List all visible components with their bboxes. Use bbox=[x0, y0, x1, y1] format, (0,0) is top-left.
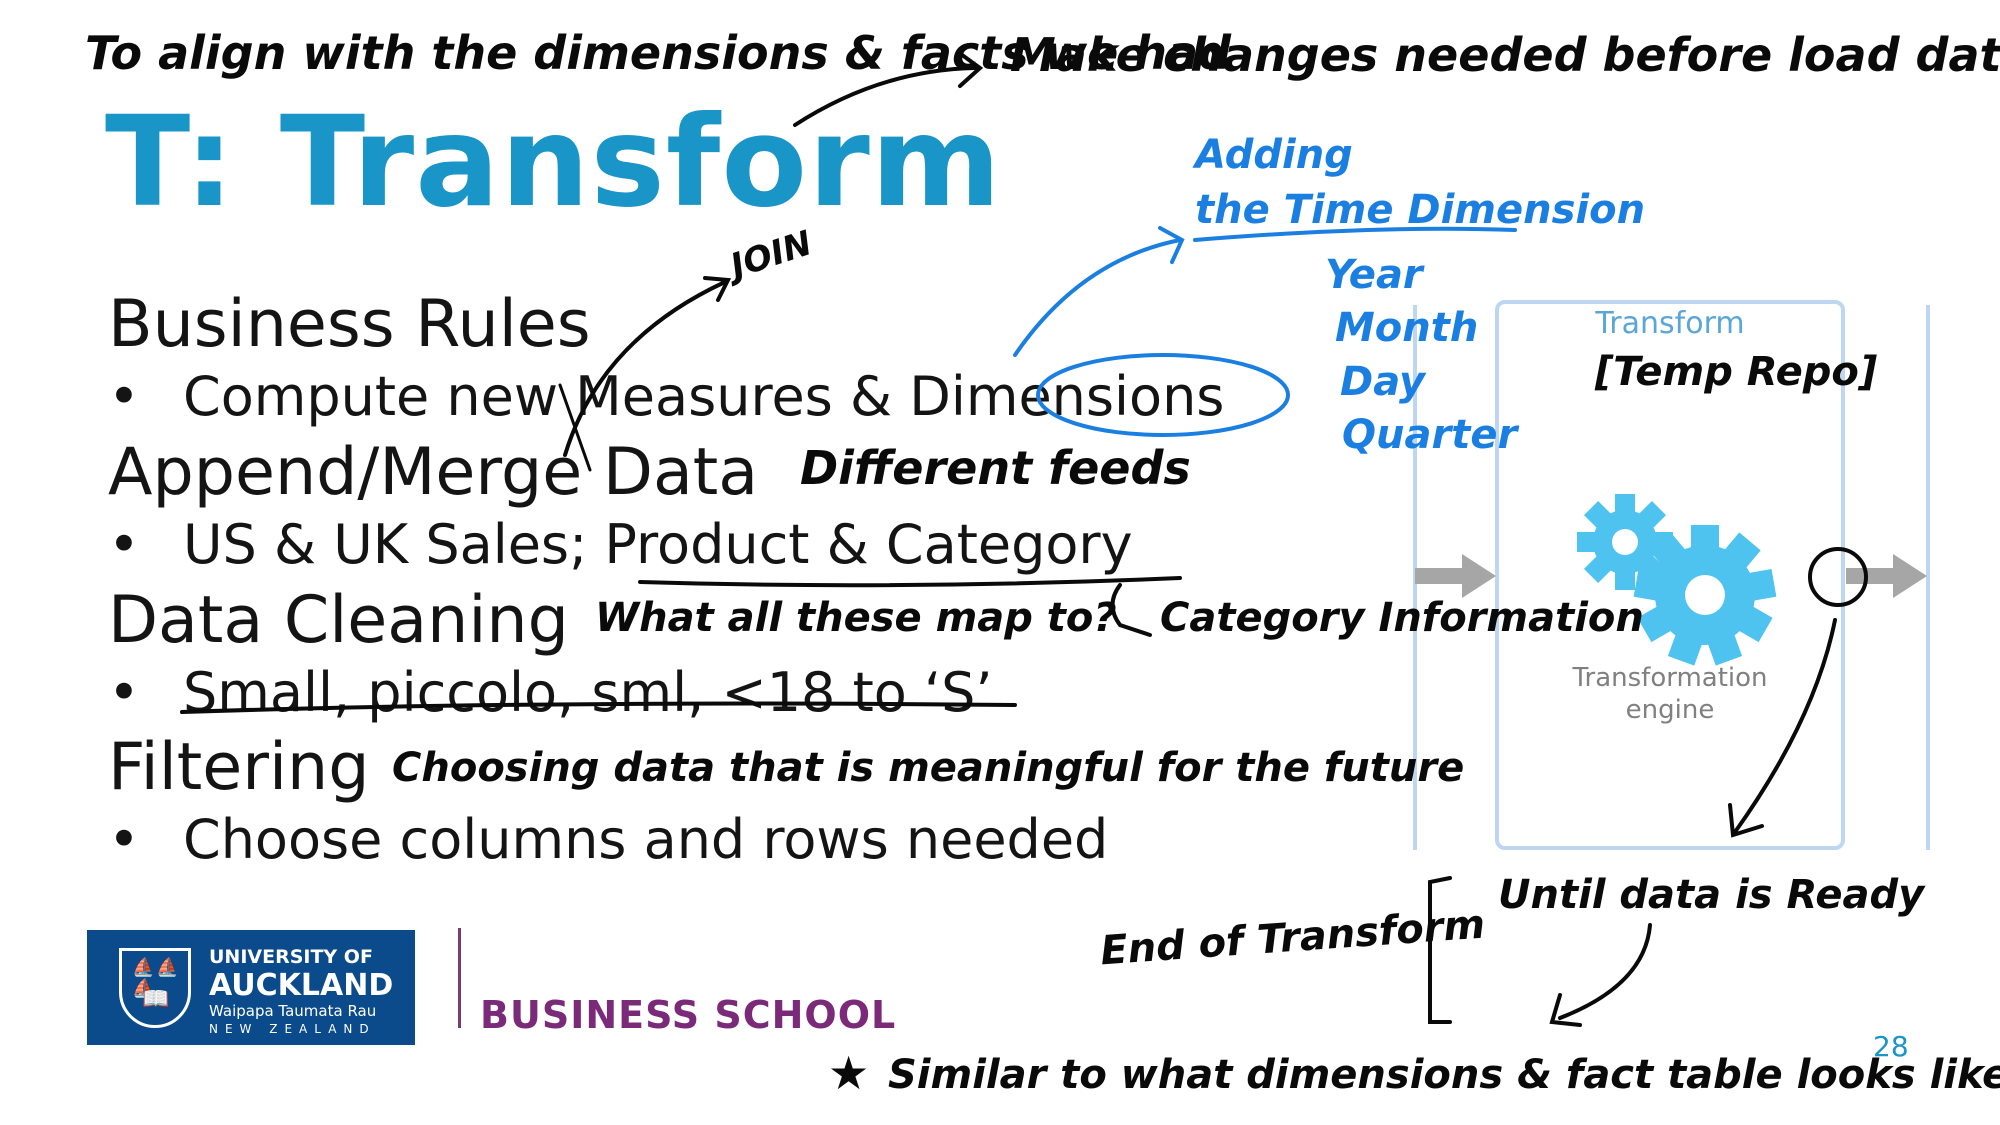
annotation-time-day: Day bbox=[1340, 359, 1426, 405]
engine-label-line1: Transformation bbox=[1572, 663, 1768, 693]
bullet-append-merge: • US & UK Sales; Product & Category bbox=[108, 518, 1308, 578]
bullet-filtering: • Choose columns and rows needed bbox=[108, 813, 1308, 873]
annotation-end-of-transform: End of Transform bbox=[1098, 901, 1487, 975]
engine-label-line2: engine bbox=[1625, 695, 1715, 725]
university-logo: ⛵⛵⛵ 📖 UNIVERSITY OF AUCKLAND Waipapa Tau… bbox=[87, 930, 415, 1045]
logo-line-2: AUCKLAND bbox=[209, 968, 394, 1003]
bullet-dot: • bbox=[108, 365, 140, 428]
annotation-temp-repo: [Temp Repo] bbox=[1595, 349, 1878, 395]
bullet-dot: • bbox=[108, 808, 140, 871]
annotation-category-information: Category Information bbox=[1160, 595, 1644, 641]
bullet-data-cleaning: • Small, piccolo, sml, <18 to ‘S’ bbox=[108, 666, 1308, 726]
annotation-time-quarter: Quarter bbox=[1342, 412, 1518, 458]
page-number: 28 bbox=[1873, 1030, 1909, 1063]
annotation-choosing-data: Choosing data that is meaningful for the… bbox=[392, 745, 1465, 791]
flow-arrow-out bbox=[1846, 554, 1927, 598]
logo-line-4: NEW ZEALAND bbox=[209, 1022, 376, 1036]
annotation-time-year: Year bbox=[1325, 252, 1423, 298]
crest-icon: ⛵⛵⛵ 📖 bbox=[119, 948, 191, 1028]
heading-append-merge: Append/Merge Data bbox=[108, 435, 759, 510]
logo-line-3: Waipapa Taumata Rau bbox=[209, 1002, 377, 1020]
similar-arrow-head bbox=[1549, 993, 1582, 1027]
annotation-until-ready: Until data is Ready bbox=[1498, 872, 1925, 918]
crest-ships: ⛵⛵⛵ bbox=[132, 957, 181, 999]
annotation-adding: Adding bbox=[1195, 132, 1353, 178]
annotation-time-month: Month bbox=[1335, 305, 1479, 351]
time-dimension-arrow bbox=[1013, 238, 1182, 357]
bullet-dot: • bbox=[108, 513, 140, 576]
bullet-text: Small, piccolo, sml, <18 to ‘S’ bbox=[183, 661, 993, 724]
logo-line-1: UNIVERSITY OF bbox=[209, 946, 373, 968]
business-school-label: BUSINESS SCHOOL bbox=[480, 993, 897, 1037]
crest-book-icon: 📖 bbox=[142, 987, 172, 1012]
slide-title: T: Transform bbox=[105, 90, 1003, 235]
heading-business-rules: Business Rules bbox=[108, 287, 591, 362]
time-dimension-arrow-head bbox=[1158, 226, 1185, 264]
join-arrow-head bbox=[703, 276, 732, 302]
logo-divider bbox=[458, 928, 461, 1028]
product-category-underline bbox=[638, 576, 1182, 588]
bullet-text: Compute new Measures & Dimensions bbox=[183, 365, 1225, 428]
similar-arrow bbox=[1558, 923, 1652, 1020]
bullet-text: Choose columns and rows needed bbox=[183, 808, 1109, 871]
bullet-business-rules: • Compute new Measures & Dimensions bbox=[108, 370, 1308, 430]
transform-title: Transform bbox=[1595, 306, 1745, 341]
annotation-different-feeds: Different feeds bbox=[800, 441, 1191, 495]
annotation-what-map-to: What all these map to? bbox=[595, 595, 1117, 641]
annotation-align-dimensions: To align with the dimensions & facts we … bbox=[85, 26, 1232, 80]
heading-data-cleaning: Data Cleaning bbox=[108, 583, 569, 658]
bullet-dot: • bbox=[108, 661, 140, 724]
annotation-time-dimension: the Time Dimension bbox=[1195, 187, 1646, 233]
annotation-make-changes: Make changes needed before load data bbox=[1010, 28, 2000, 82]
category-hook-arrow bbox=[1110, 583, 1152, 637]
heading-filtering: Filtering bbox=[108, 730, 370, 805]
transform-box: Transform Transformation engine bbox=[1495, 300, 1845, 850]
bullet-text: US & UK Sales; Product & Category bbox=[183, 513, 1133, 576]
annotation-similar-fact-table: Similar to what dimensions & fact table … bbox=[888, 1052, 2000, 1098]
annotation-star-icon: ★ bbox=[828, 1046, 870, 1100]
flow-arrow-in bbox=[1415, 554, 1496, 598]
